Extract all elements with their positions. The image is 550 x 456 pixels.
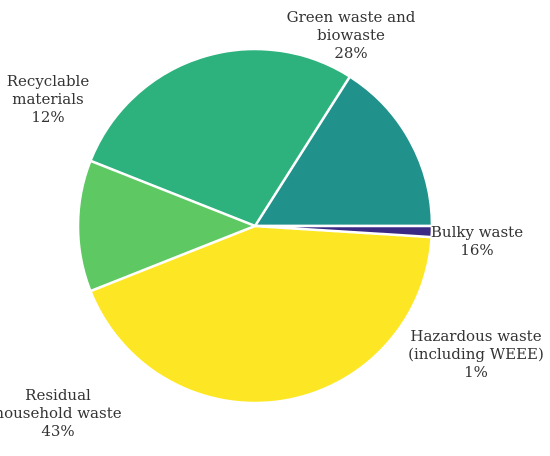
slice-label: Green waste and biowaste 28% <box>287 8 416 62</box>
pie-labels: Bulky waste 16% Green waste and biowaste 28%… <box>0 8 544 440</box>
slice-label-line: 16% <box>460 241 493 259</box>
slice-label-line: Green waste and <box>287 8 416 26</box>
slice-label-line: 12% <box>31 108 64 126</box>
slice-label-line: 1% <box>464 363 488 381</box>
slice-label-line: (including WEEE) <box>408 345 544 363</box>
slice-label-line: Residual <box>25 386 91 404</box>
pie-slice-residual-household-waste <box>89 224 433 405</box>
slice-label-line: Bulky waste <box>431 223 523 241</box>
slice-label-line: biowaste <box>317 26 385 44</box>
slice-label-line: household waste <box>0 404 122 422</box>
slice-label-line: 28% <box>334 44 367 62</box>
slice-label: Residual household waste 43% <box>0 386 122 440</box>
slice-label-line: Recyclable <box>7 72 90 90</box>
slice-label: Recyclable materials 12% <box>7 72 90 126</box>
pie-slices <box>76 47 434 405</box>
slice-label: Bulky waste 16% <box>431 223 523 259</box>
pie-slice-bulky-waste <box>253 75 434 228</box>
pie-slice-green-waste-and-biowaste <box>89 47 352 228</box>
slice-label-line: 43% <box>41 422 74 440</box>
pie-slice-recyclable-materials <box>76 159 257 293</box>
slice-label-line: materials <box>12 90 83 108</box>
slice-label: Hazardous waste (including WEEE) 1% <box>408 327 544 381</box>
slice-label-line: Hazardous waste <box>410 327 541 345</box>
pie-slice-hazardous-waste-including-weee <box>253 224 434 239</box>
